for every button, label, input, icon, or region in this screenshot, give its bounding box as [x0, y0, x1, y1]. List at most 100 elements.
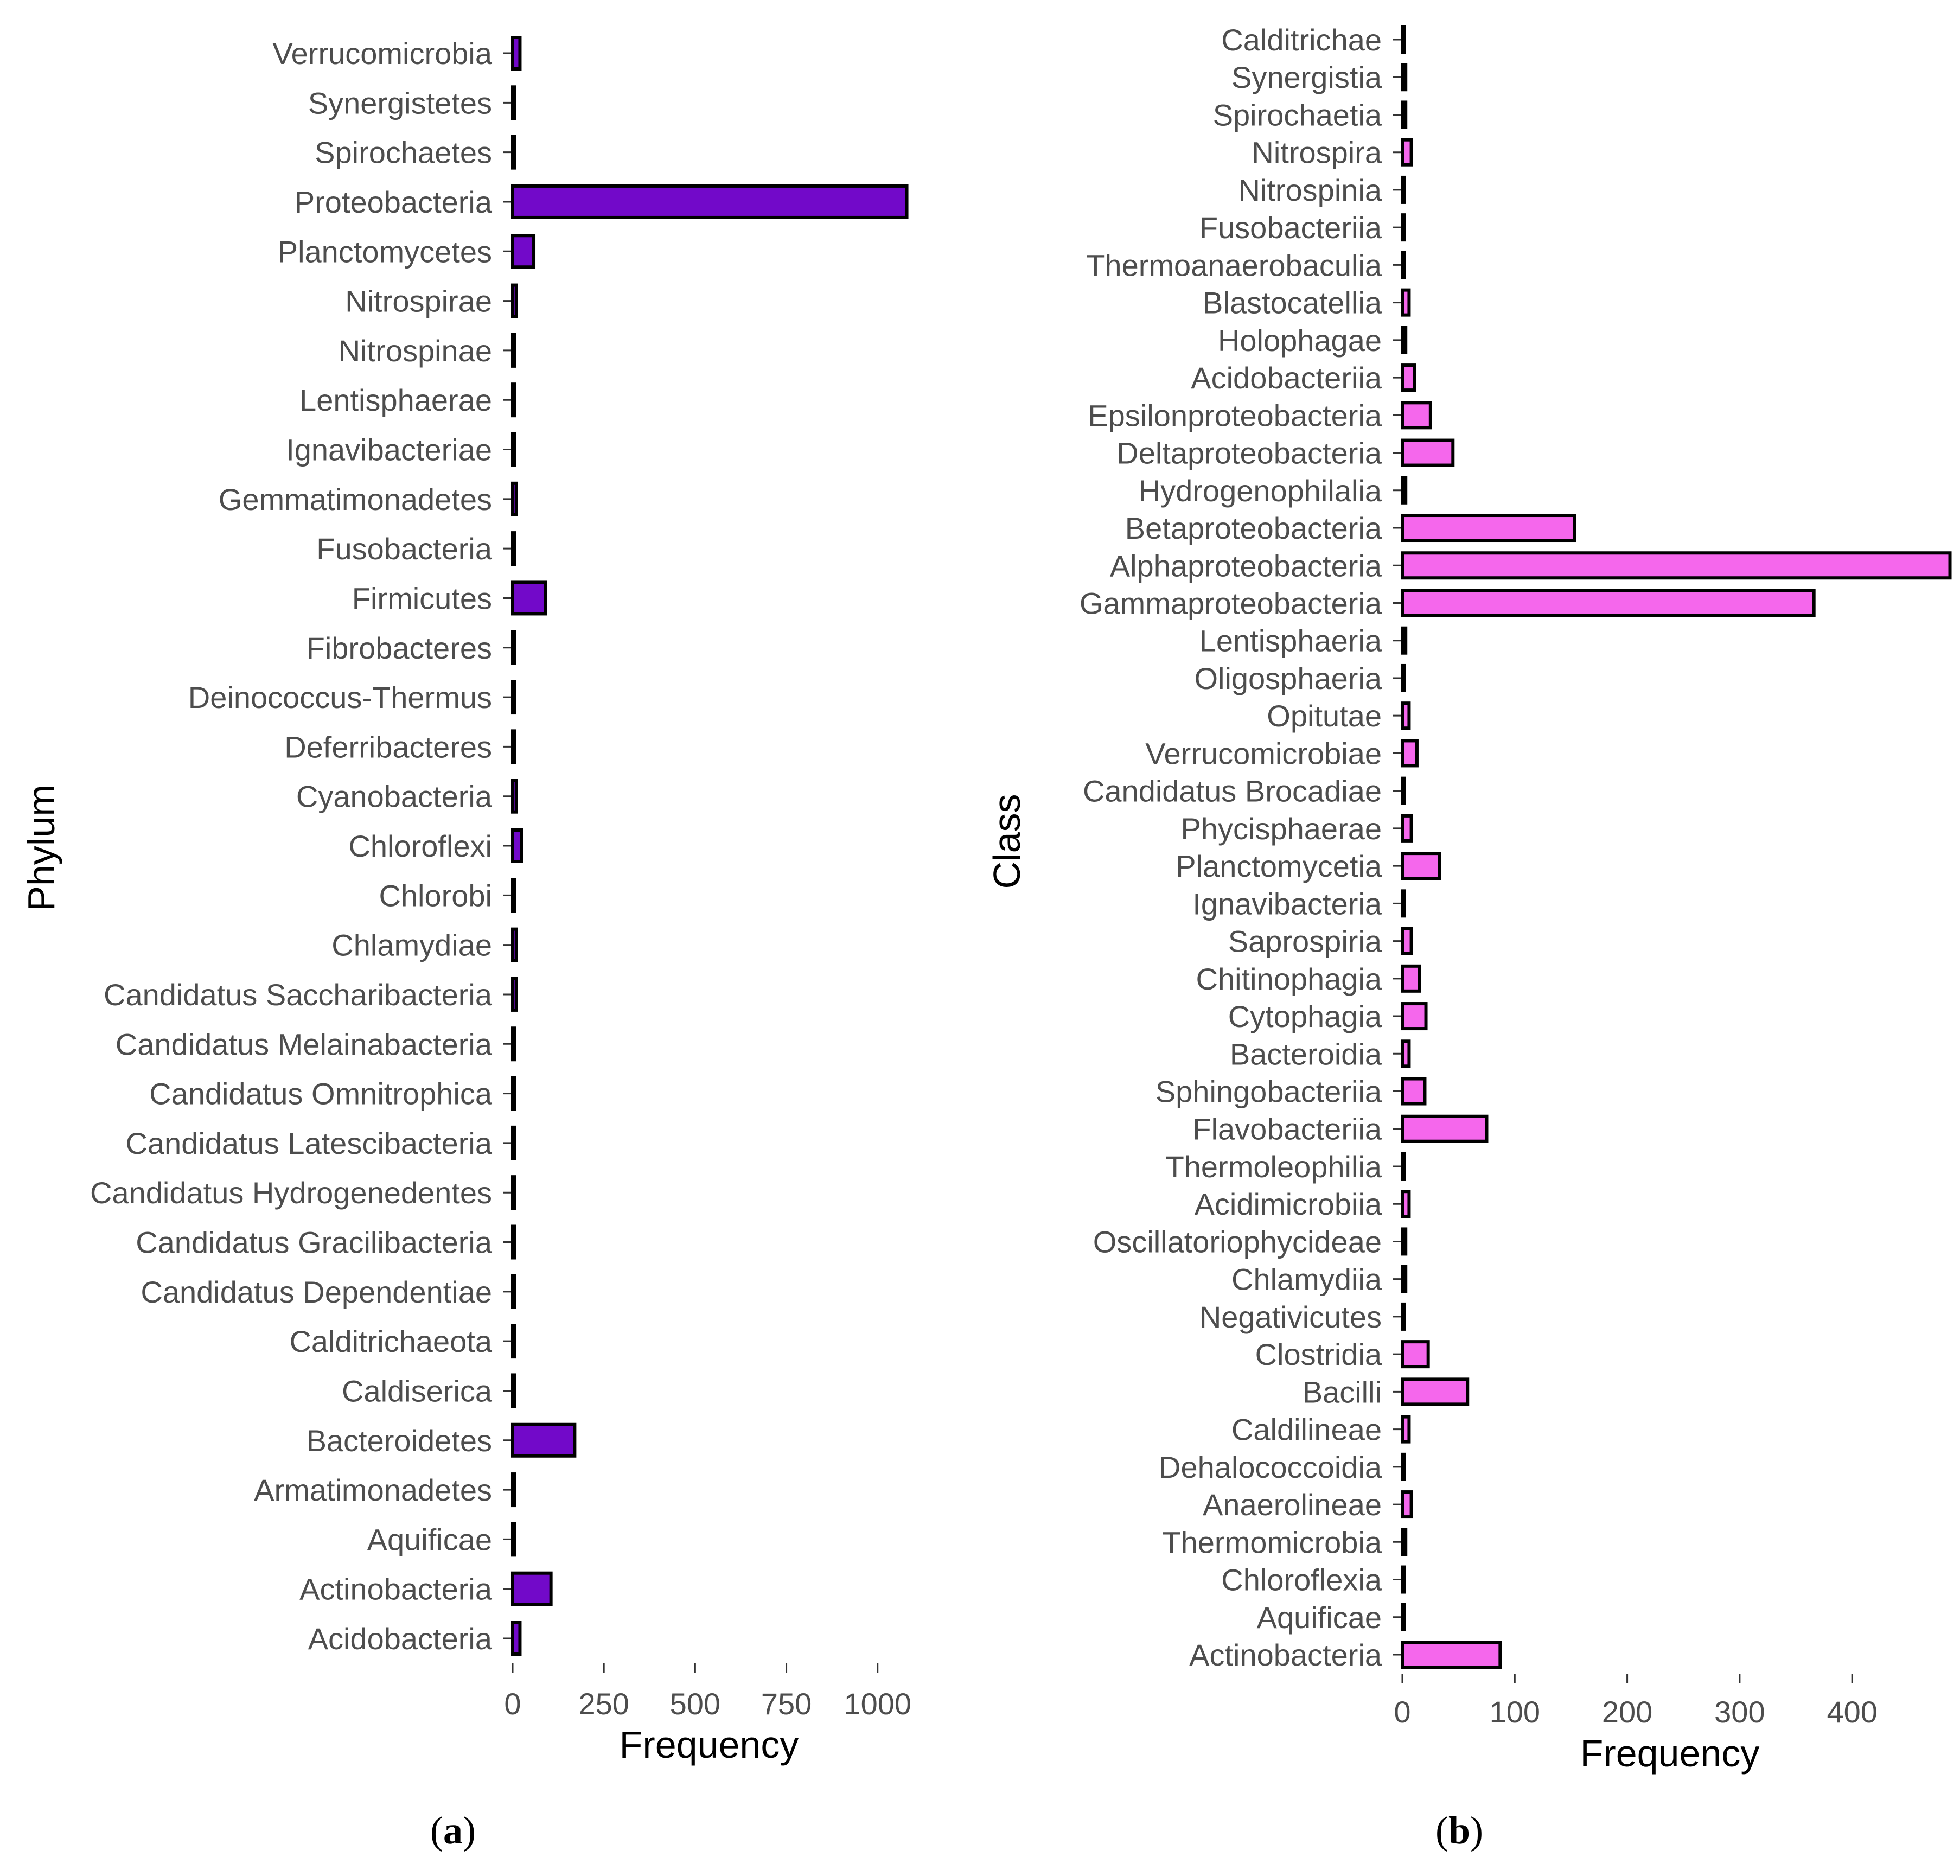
x-axis-tick-label-100: 100 [1490, 1695, 1540, 1729]
bar-actinobacteria [1401, 1641, 1502, 1669]
phylum-category-ticks [503, 52, 513, 1639]
bar-thermomicrobia [1401, 1528, 1408, 1556]
category-label-acidobacteriia: Acidobacteriia [1191, 361, 1382, 395]
bar-caldiserica [511, 1373, 516, 1408]
bar-sphingobacteriia [1401, 1077, 1427, 1106]
category-label-chloroflexi: Chloroflexi [348, 829, 492, 863]
category-label-actinobacteria: Actinobacteria [1189, 1638, 1382, 1672]
bar-deferribacteres [511, 729, 516, 764]
bar-flavobacteriia [1401, 1114, 1489, 1143]
bar-candidatus-saccharibacteria [511, 977, 518, 1012]
bar-bacteroidia [1401, 1039, 1411, 1068]
category-label-gemmatimonadetes: Gemmatimonadetes [219, 482, 492, 516]
bar-synergistia [1401, 63, 1408, 92]
x-axis-tick-label-0: 0 [504, 1687, 521, 1721]
panel-b-letter: b [1448, 1809, 1470, 1852]
category-label-lentisphaerae: Lentisphaerae [299, 383, 492, 417]
category-label-hydrogenophilalia: Hydrogenophilalia [1139, 474, 1382, 508]
bar-planctomycetes [511, 234, 536, 269]
bar-candidatus-dependentiae [511, 1274, 516, 1309]
bar-chloroflexia [1401, 1565, 1406, 1594]
bar-candidatus-hydrogenedentes [511, 1175, 516, 1210]
category-label-calditrichaeota: Calditrichaeota [289, 1324, 492, 1358]
class-x-axis-title: Frequency [1580, 1732, 1760, 1775]
class-bars [1401, 25, 1952, 1669]
bar-epsilonproteobacteria [1401, 401, 1432, 430]
bar-candidatus-brocadiae [1401, 776, 1406, 805]
category-label-gammaproteobacteria: Gammaproteobacteria [1080, 586, 1382, 620]
x-axis-tick-label-0: 0 [1394, 1695, 1410, 1729]
bar-deltaproteobacteria [1401, 438, 1455, 467]
category-label-betaproteobacteria: Betaproteobacteria [1125, 511, 1382, 545]
bar-nitrospirae [511, 283, 518, 318]
category-label-deltaproteobacteria: Deltaproteobacteria [1116, 436, 1382, 470]
category-label-aquificae: Aquificae [1257, 1600, 1382, 1635]
category-label-anaerolineae: Anaerolineae [1203, 1488, 1382, 1522]
category-label-deferribacteres: Deferribacteres [284, 730, 492, 764]
bar-fusobacteriia [1401, 213, 1406, 242]
bar-nitrospira [1401, 138, 1413, 167]
category-label-verrucomicrobiae: Verrucomicrobiae [1145, 736, 1382, 770]
bar-blastocatellia [1401, 288, 1411, 317]
category-label-opitutae: Opitutae [1267, 699, 1382, 733]
x-axis-tick-label-250: 250 [578, 1687, 629, 1721]
bar-hydrogenophilalia [1401, 476, 1408, 505]
category-label-phycisphaerae: Phycisphaerae [1181, 812, 1382, 846]
category-label-proteobacteria: Proteobacteria [295, 185, 493, 219]
category-label-cytophagia: Cytophagia [1228, 999, 1382, 1033]
phylum-category-labels: Verrucomicrobia Synergistetes Spirochaetes… [90, 36, 493, 1656]
bar-acidobacteria [511, 1621, 522, 1656]
category-label-nitrospinae: Nitrospinae [339, 334, 492, 368]
bar-calditrichae [1401, 25, 1406, 54]
category-label-cyanobacteria: Cyanobacteria [296, 780, 493, 814]
bar-armatimonadetes [511, 1472, 516, 1508]
bar-proteobacteria [511, 184, 909, 219]
category-label-candidatus-omnitrophica: Candidatus Omnitrophica [149, 1077, 493, 1111]
category-label-chlorobi: Chlorobi [379, 878, 492, 913]
bar-lentisphaerae [511, 382, 516, 418]
category-label-nitrospira: Nitrospira [1252, 136, 1382, 170]
category-label-thermomicrobia: Thermomicrobia [1162, 1525, 1382, 1559]
bar-saprospiria [1401, 927, 1413, 955]
bar-aquificae [1401, 1603, 1406, 1631]
category-label-spirochaetia: Spirochaetia [1213, 98, 1382, 132]
bar-phycisphaerae [1401, 814, 1413, 843]
panel-a-letter: a [443, 1809, 463, 1852]
category-label-oligosphaeria: Oligosphaeria [1194, 661, 1382, 695]
category-label-fibrobacteres: Fibrobacteres [307, 631, 492, 665]
bar-calditrichaeota [511, 1324, 516, 1359]
category-label-bacilli: Bacilli [1303, 1375, 1382, 1409]
x-axis-tick-label-500: 500 [670, 1687, 720, 1721]
category-label-candidatus-dependentiae: Candidatus Dependentiae [141, 1275, 492, 1309]
panel-b-label: (b) [1435, 1809, 1483, 1852]
x-axis-tick-label-200: 200 [1602, 1695, 1652, 1729]
bar-acidobacteriia [1401, 363, 1416, 392]
bar-oligosphaeria [1401, 663, 1406, 692]
bar-spirochaetes [511, 135, 516, 170]
bar-planctomycetia [1401, 852, 1441, 880]
category-label-epsilonproteobacteria: Epsilonproteobacteria [1088, 398, 1382, 432]
category-label-chitinophagia: Chitinophagia [1196, 962, 1382, 996]
category-label-armatimonadetes: Armatimonadetes [254, 1473, 492, 1507]
category-label-acidobacteria: Acidobacteria [308, 1622, 493, 1656]
bar-oscillatoriophycideae [1401, 1227, 1408, 1256]
category-label-bacteroidia: Bacteroidia [1230, 1037, 1382, 1071]
bar-firmicutes [511, 580, 547, 616]
category-label-candidatus-gracilibacteria: Candidatus Gracilibacteria [136, 1226, 493, 1260]
category-label-firmicutes: Firmicutes [352, 581, 492, 615]
category-label-calditrichae: Calditrichae [1221, 23, 1382, 57]
bar-chloroflexi [511, 828, 523, 863]
bar-holophagae [1401, 326, 1408, 354]
phylum-bars [511, 36, 909, 1656]
category-label-chloroflexia: Chloroflexia [1221, 1563, 1382, 1597]
category-label-negativicutes: Negativicutes [1199, 1300, 1382, 1334]
bar-bacilli [1401, 1377, 1470, 1406]
bar-thermoleophilia [1401, 1152, 1406, 1181]
phylum-x-axis-title: Frequency [620, 1724, 799, 1766]
category-label-sphingobacteriia: Sphingobacteriia [1155, 1075, 1382, 1109]
bar-nitrospinae [511, 333, 516, 368]
category-label-oscillatoriophycideae: Oscillatoriophycideae [1093, 1224, 1382, 1259]
